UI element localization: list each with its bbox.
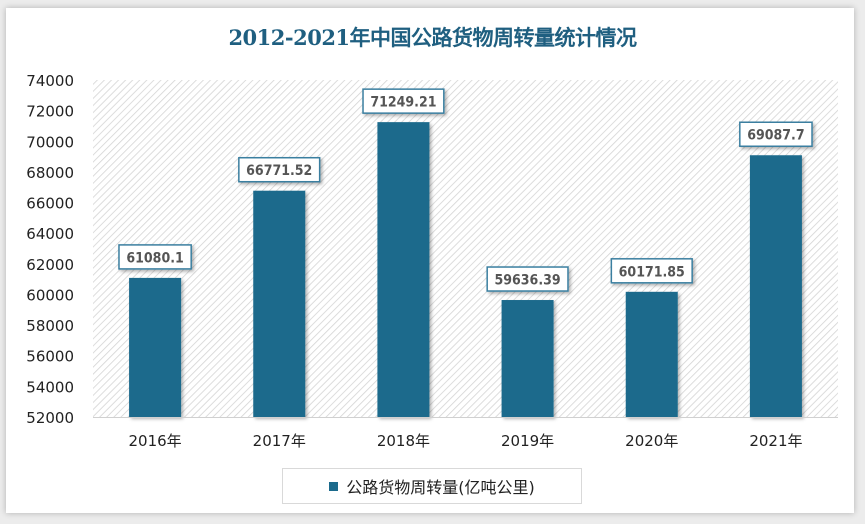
x-tick-label: 2020年	[625, 432, 678, 450]
y-tick-label: 52000	[26, 409, 74, 427]
bar	[625, 291, 678, 417]
y-tick-label: 62000	[26, 256, 74, 274]
data-label: 60171.85	[619, 264, 685, 280]
bar	[377, 122, 430, 418]
x-tick-label: 2018年	[377, 432, 430, 450]
y-tick-label: 70000	[26, 133, 74, 151]
y-tick-label: 64000	[26, 225, 74, 243]
data-label: 71249.21	[370, 95, 436, 111]
y-tick-label: 66000	[26, 195, 74, 213]
data-label-box	[238, 156, 321, 183]
bar	[253, 190, 306, 417]
x-tick-label: 2021年	[749, 432, 802, 450]
data-label: 59636.39	[495, 273, 561, 289]
data-label-box	[739, 121, 813, 147]
y-tick-label: 68000	[26, 164, 74, 182]
legend-label: 公路货物周转量(亿吨公里)	[346, 478, 535, 497]
plot-area	[93, 80, 838, 417]
bar	[501, 300, 554, 417]
y-tick-label: 74000	[26, 72, 74, 90]
y-tick-label: 56000	[26, 348, 74, 366]
data-label-box	[118, 244, 192, 270]
data-label: 66771.52	[246, 163, 312, 179]
y-tick-label: 60000	[26, 286, 74, 304]
data-label: 61080.1	[126, 250, 183, 266]
data-label-box	[486, 266, 569, 292]
x-tick-label: 2019年	[501, 432, 554, 450]
y-tick-label: 58000	[26, 317, 74, 335]
x-tick-label: 2016年	[128, 432, 181, 450]
chart-title: 2012-2021年中国公路货物周转量统计情况	[228, 25, 637, 50]
x-tick-label: 2017年	[253, 432, 306, 450]
legend: 公路货物周转量(亿吨公里)	[282, 468, 582, 504]
data-label: 69087.7	[747, 128, 804, 144]
data-label-box	[362, 88, 445, 114]
data-label-box	[610, 258, 693, 284]
legend-swatch	[329, 481, 339, 491]
y-tick-label: 54000	[26, 378, 74, 396]
bar	[129, 277, 182, 417]
bar	[749, 155, 802, 417]
y-tick-label: 72000	[26, 103, 74, 121]
